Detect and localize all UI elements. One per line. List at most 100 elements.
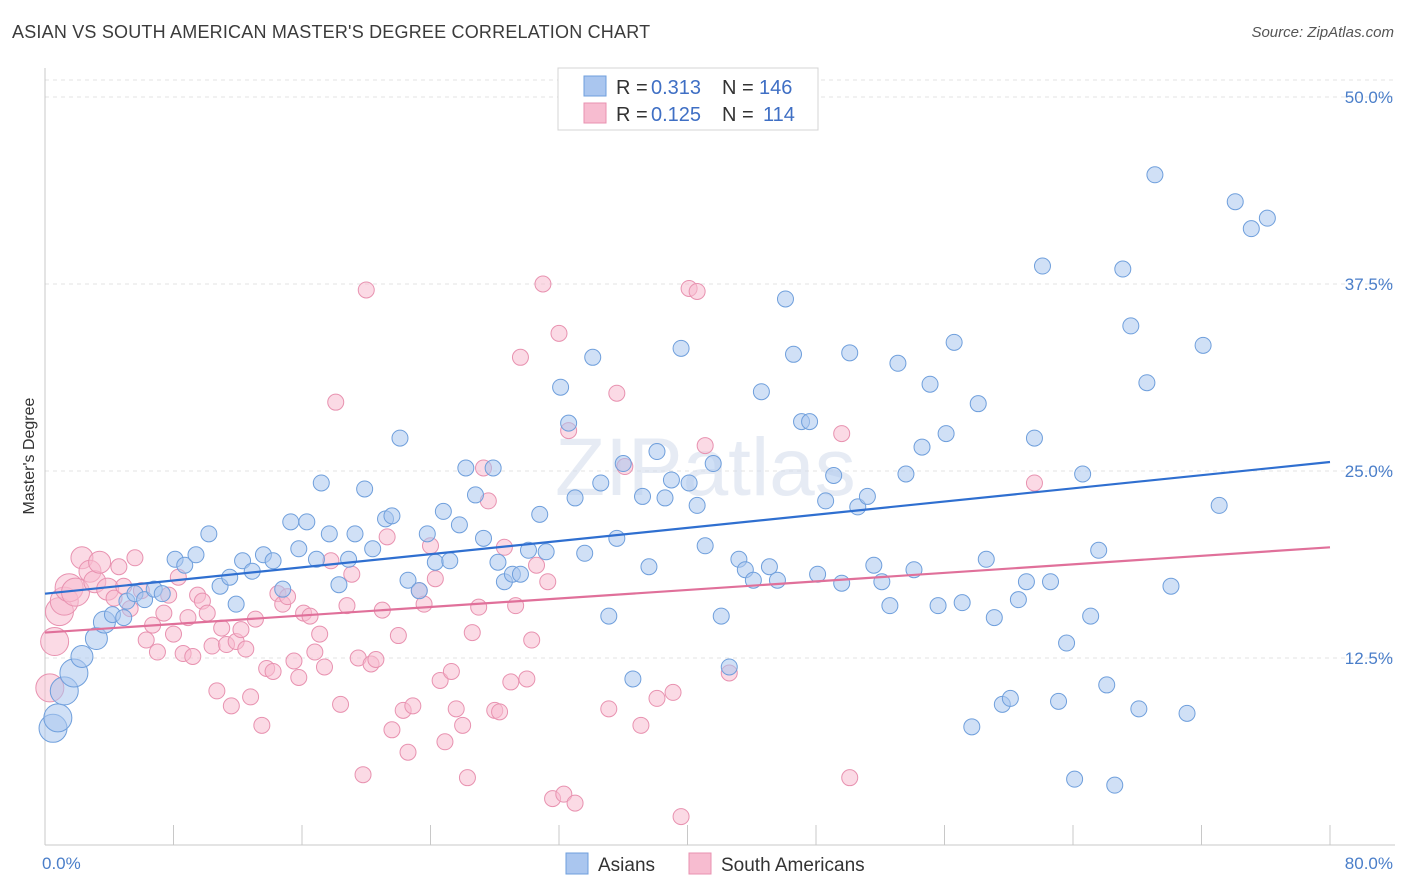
asians-point (865, 556, 883, 574)
asians-point (929, 597, 947, 615)
asians-point (1178, 704, 1196, 722)
source-credit: Source: ZipAtlas.com (1251, 24, 1394, 41)
south-americans-point (463, 624, 481, 642)
legend-r-label-asians: R = (616, 77, 653, 99)
south-americans-point (404, 697, 422, 715)
legend-bottom-swatch-asians (565, 852, 589, 875)
asians-point (340, 550, 358, 568)
asians-point (282, 513, 300, 531)
y-tick-label: 50.0% (1345, 88, 1393, 107)
south-americans-point (232, 621, 250, 639)
south-americans-point (511, 348, 529, 366)
south-americans-point (311, 625, 329, 643)
south-americans-point (632, 716, 650, 734)
x-tick-label-max: 80.0% (1345, 854, 1393, 873)
asians-point (614, 455, 632, 473)
south-americans-point (327, 393, 345, 411)
south-americans-point (242, 688, 260, 706)
asians-point (356, 480, 374, 498)
asians-point (945, 333, 963, 351)
south-americans-point (555, 785, 573, 803)
legend-bottom-label-south-americans: South Americans (721, 855, 865, 876)
asians-point (484, 459, 502, 477)
asians-point (662, 471, 680, 489)
asians-point (696, 537, 714, 555)
asians-point (801, 413, 819, 431)
asians-point (825, 466, 843, 484)
asians-point (1082, 607, 1100, 625)
south-americans-point (523, 631, 541, 649)
asians-point (560, 414, 578, 432)
asians-point (489, 553, 507, 571)
asians-point (475, 529, 493, 547)
asians-point (704, 455, 722, 473)
asians-point (977, 550, 995, 568)
asians-point (817, 492, 835, 510)
watermark: ZIPatlas (555, 422, 856, 513)
asians-point (600, 607, 618, 625)
south-americans-point (458, 769, 476, 787)
south-americans-point (88, 550, 112, 574)
south-americans-point (137, 631, 155, 649)
south-americans-point (431, 671, 449, 689)
y-tick-label: 25.0% (1345, 462, 1393, 481)
south-americans-point (648, 689, 666, 707)
asians-point (410, 582, 428, 600)
asians-point (320, 525, 338, 543)
asians-point (70, 645, 94, 669)
asians-point (937, 425, 955, 443)
asians-point (720, 658, 738, 676)
asians-point (153, 585, 171, 603)
south-americans-point (322, 552, 340, 570)
asians-point (969, 395, 987, 413)
asians-point (227, 595, 245, 613)
asians-point (466, 486, 484, 504)
asians-point (809, 565, 827, 583)
legend-top: R = 0.313 N = 146 R = 0.125 N = 114 (557, 67, 819, 131)
legend-n-value-asians: 146 (759, 77, 792, 99)
asians-point (889, 354, 907, 372)
south-americans-point (343, 565, 361, 583)
south-americans-point (528, 556, 546, 574)
asians-point (43, 703, 73, 733)
asians-point (1009, 591, 1027, 609)
asians-point (858, 487, 876, 505)
south-americans-point (213, 619, 231, 637)
asians-point (1122, 317, 1140, 335)
asians-point (648, 443, 666, 461)
asians-point (881, 597, 899, 615)
south-americans-point (110, 558, 128, 576)
south-americans-point (357, 281, 375, 299)
south-americans-point (198, 604, 216, 622)
south-americans-point (332, 695, 350, 713)
asians-point (1074, 465, 1092, 483)
asians-point (672, 339, 690, 357)
asians-point (1066, 770, 1084, 788)
asians-point (634, 487, 652, 505)
legend-swatch-asians (583, 75, 607, 97)
asians-point (963, 718, 981, 736)
asians-point (913, 438, 931, 456)
south-americans-point (672, 808, 690, 826)
south-americans-point (184, 648, 202, 666)
legend-swatch-south-americans (583, 102, 607, 124)
south-americans-point (148, 643, 166, 661)
asians-point (953, 594, 971, 612)
south-americans-point (518, 670, 536, 688)
asians-point (640, 558, 658, 576)
asians-point (897, 465, 915, 483)
asians-point (1138, 374, 1156, 392)
south-americans-point (841, 769, 859, 787)
legend-r-value-south-americans: 0.125 (651, 104, 701, 126)
asians-point (391, 429, 409, 447)
asians-point (1242, 220, 1260, 238)
asians-point (656, 489, 674, 507)
south-americans-point (285, 652, 303, 670)
asians-point (1001, 689, 1019, 707)
asians-point (1025, 429, 1043, 447)
asians-point (1146, 166, 1164, 184)
asians-point (221, 568, 239, 586)
chart-title: ASIAN VS SOUTH AMERICAN MASTER'S DEGREE … (12, 22, 651, 42)
asians-points (38, 166, 1276, 794)
